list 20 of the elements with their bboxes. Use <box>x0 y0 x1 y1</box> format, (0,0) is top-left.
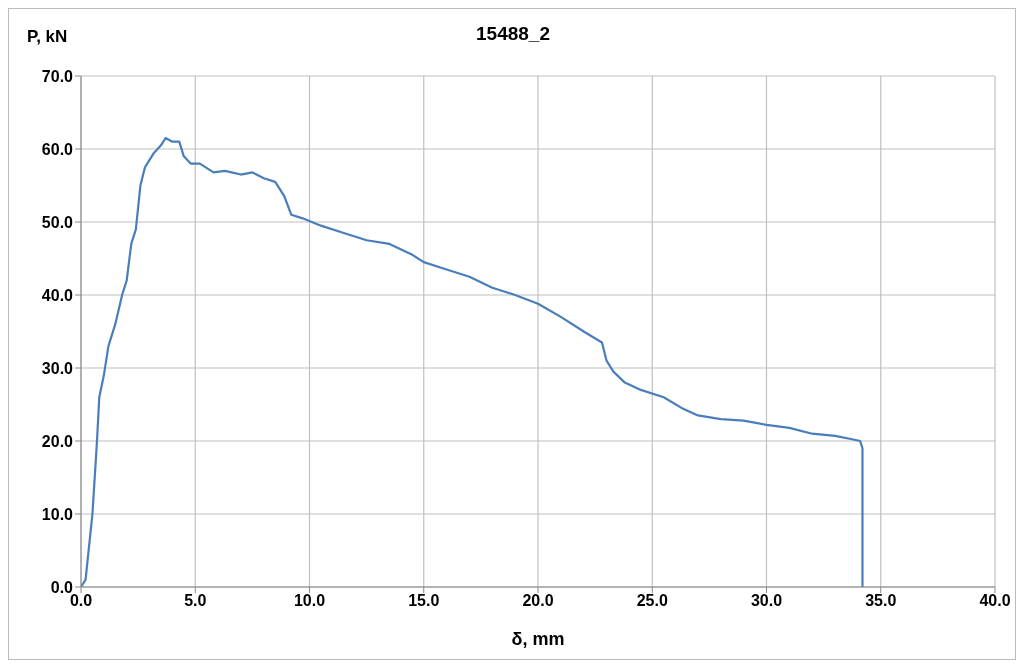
x-tick-label: 10.0 <box>293 592 326 610</box>
y-tick-label: 40.0 <box>41 286 74 304</box>
x-tick-label: 5.0 <box>184 592 207 610</box>
y-tick-label: 50.0 <box>41 213 74 231</box>
x-tick-label: 35.0 <box>865 592 897 610</box>
y-tick-label: 70.0 <box>41 67 74 85</box>
x-axis-title: δ, mm <box>511 629 565 649</box>
x-tick-label: 25.0 <box>636 592 668 610</box>
y-tick-label: 60.0 <box>41 140 74 158</box>
line-series <box>81 136 864 587</box>
y-tick-label: 20.0 <box>41 432 74 450</box>
x-tick-label: 40.0 <box>979 592 1011 610</box>
x-tick-label: 30.0 <box>750 592 783 610</box>
x-tick-label: 15.0 <box>408 592 440 610</box>
y-tick-label: 30.0 <box>41 359 74 377</box>
chart-title: 15488_2 <box>476 23 550 44</box>
y-axis-title: P, kN <box>27 27 68 47</box>
x-tick-label: 20.0 <box>522 592 554 610</box>
x-tick-label: 0.0 <box>69 592 93 610</box>
y-tick-label: 10.0 <box>41 505 74 523</box>
